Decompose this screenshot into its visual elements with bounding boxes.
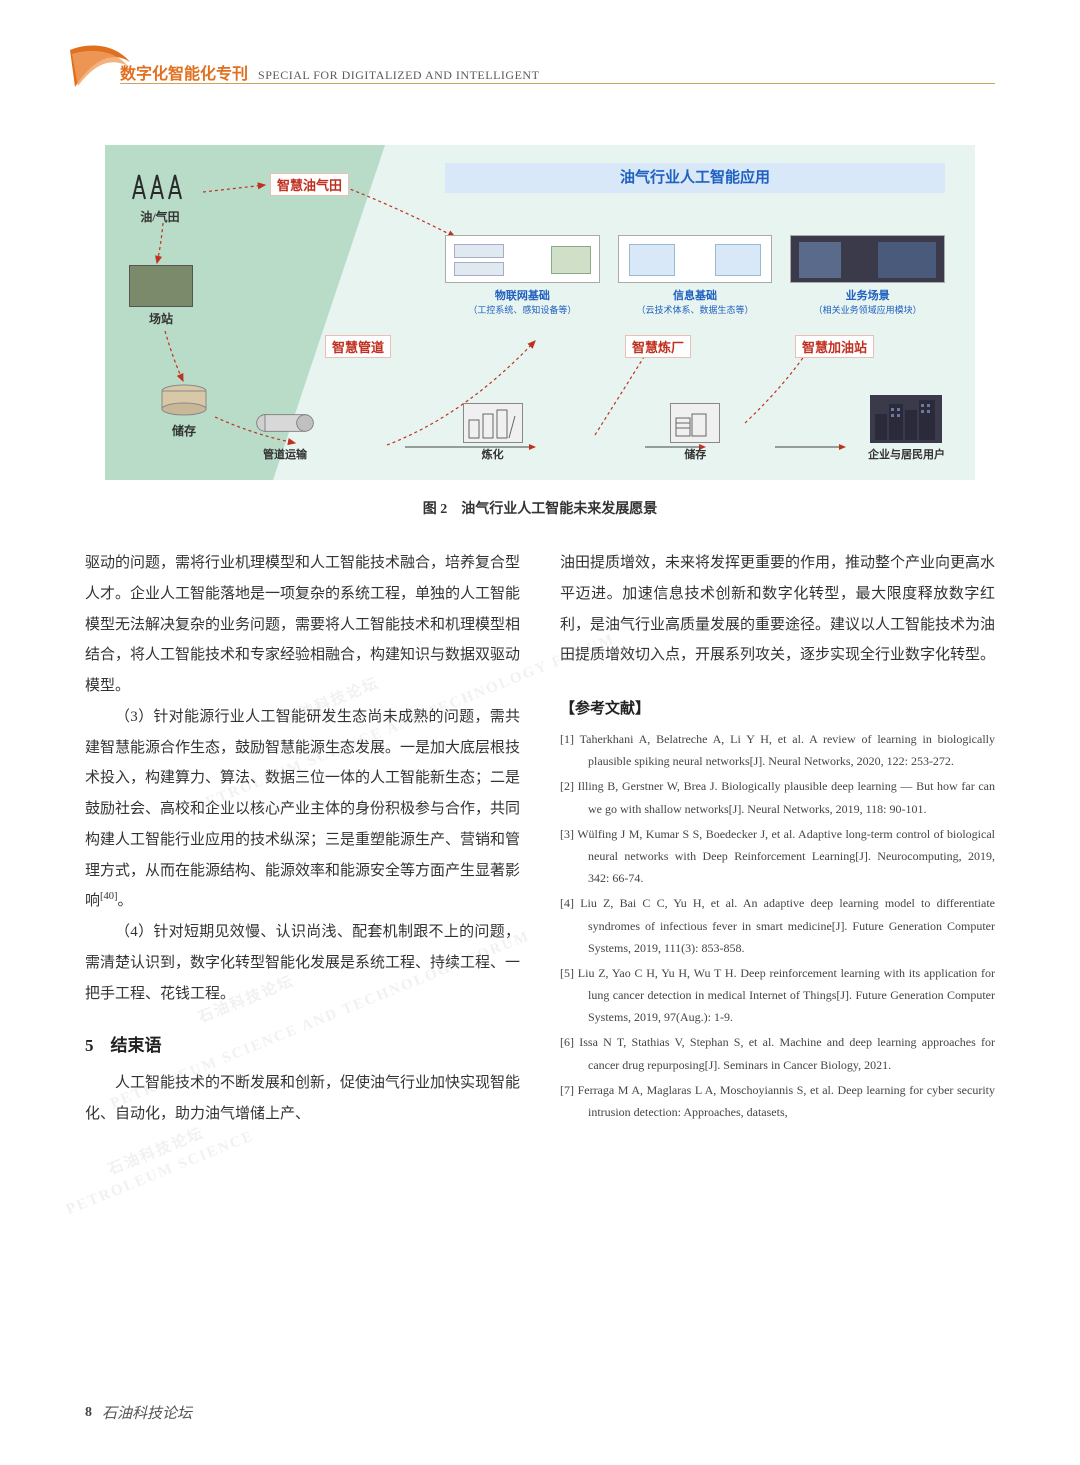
section-5-heading: 5 结束语 xyxy=(85,1031,520,1056)
refine-icon xyxy=(463,403,523,443)
module-sub-scene: （相关业务领域应用模块） xyxy=(790,303,945,316)
figure-module-iot: 物联网基础 （工控系统、感知设备等） xyxy=(445,235,600,316)
users-icon xyxy=(870,395,942,443)
figure-bottom-row: 管道运输 炼化 储存 xyxy=(255,395,945,462)
figure-module-scene: 业务场景 （相关业务领域应用模块） xyxy=(790,235,945,316)
module-sub-iot: （工控系统、感知设备等） xyxy=(445,303,600,316)
reference-item: [2] Illing B, Gerstner W, Brea J. Biolog… xyxy=(560,775,995,819)
fig-icon-oilfield: 油/气田 xyxy=(125,169,195,225)
fig-icon-station: 场站 xyxy=(129,265,193,327)
fig-bottom-storage2: 储存 xyxy=(670,403,720,462)
left-p1: 驱动的问题，需将行业机理模型和人工智能技术融合，培养复合型人才。企业人工智能落地… xyxy=(85,548,520,702)
journal-name: 石油科技论坛 xyxy=(102,1402,192,1423)
reference-item: [4] Liu Z, Bai C C, Yu H, et al. An adap… xyxy=(560,892,995,959)
figure-module-info: 信息基础 （云技术体系、数据生态等） xyxy=(618,235,773,316)
figure-caption: 图 2 油气行业人工智能未来发展愿景 xyxy=(85,498,995,518)
watermark-text: 石油科技论坛 xyxy=(105,1122,207,1180)
pipeline-icon xyxy=(255,403,315,443)
fig-icon-storage: 储存 xyxy=(157,383,211,439)
fig-bottom-storage2-label: 储存 xyxy=(670,446,720,462)
right-p1: 油田提质增效，未来将发挥更重要的作用，推动整个产业向更高水平迈进。加速信息技术创… xyxy=(560,548,995,671)
reference-item: [1] Taherkhani A, Belatreche A, Li Y H, … xyxy=(560,728,995,772)
references-list: [1] Taherkhani A, Belatreche A, Li Y H, … xyxy=(560,728,995,1123)
figure-modules-row: 物联网基础 （工控系统、感知设备等） 信息基础 （云技术体系、数据生态等） xyxy=(445,235,945,316)
fig-label-oilfield: 油/气田 xyxy=(125,208,195,225)
fig-bottom-refine: 炼化 xyxy=(463,403,523,462)
references-heading: 【参考文献】 xyxy=(560,697,995,718)
left-p2-pre: （3）针对能源行业人工智能研发生态尚未成熟的问题，需共建智慧能源合作生态，鼓励智… xyxy=(85,709,520,910)
module-img-iot xyxy=(445,235,600,283)
header-title: 数字化智能化专刊 SPECIAL FOR DIGITALIZED AND INT… xyxy=(120,60,539,84)
reference-item: [7] Ferraga M A, Maglaras L A, Moschoyia… xyxy=(560,1079,995,1123)
fig-bottom-refine-label: 炼化 xyxy=(463,446,523,462)
left-p2-post: 。 xyxy=(118,893,133,909)
fig-red-smart-pipeline: 智慧管道 xyxy=(325,335,391,358)
reference-item: [6] Issa N T, Stathias V, Stephan S, et … xyxy=(560,1031,995,1075)
watermark-text: PETROLEUM SCIENCE xyxy=(64,1128,257,1219)
page-footer: 8 石油科技论坛 xyxy=(85,1402,192,1423)
left-p2-cite: [40] xyxy=(100,891,118,902)
storage2-icon xyxy=(670,403,720,443)
reference-item: [3] Wülfing J M, Kumar S S, Boedecker J,… xyxy=(560,823,995,890)
fig-bottom-users: 企业与居民用户 xyxy=(868,395,945,462)
fig-red-smart-oilfield: 智慧油气田 xyxy=(270,173,349,196)
figure-canvas: 油/气田 场站 储存 xyxy=(105,145,975,480)
module-sub-info: （云技术体系、数据生态等） xyxy=(618,303,773,316)
fig-bottom-pipeline-label: 管道运输 xyxy=(255,446,315,462)
fig-red-smart-refinery: 智慧炼厂 xyxy=(625,335,691,358)
figure-2: 油/气田 场站 储存 xyxy=(85,145,995,518)
fig-label-station: 场站 xyxy=(129,310,193,327)
figure-banner: 油气行业人工智能应用 xyxy=(445,163,945,193)
fig-red-smart-station: 智慧加油站 xyxy=(795,335,874,358)
left-column: 驱动的问题，需将行业机理模型和人工智能技术融合，培养复合型人才。企业人工智能落地… xyxy=(85,548,520,1130)
page-number: 8 xyxy=(85,1405,92,1421)
left-p2: （3）针对能源行业人工智能研发生态尚未成熟的问题，需共建智慧能源合作生态，鼓励智… xyxy=(85,702,520,917)
module-title-scene: 业务场景 xyxy=(790,287,945,303)
header-divider xyxy=(120,83,995,84)
header-title-cn: 数字化智能化专刊 xyxy=(120,60,248,84)
module-img-info xyxy=(618,235,773,283)
header-title-en: SPECIAL FOR DIGITALIZED AND INTELLIGENT xyxy=(258,68,539,83)
module-img-scene xyxy=(790,235,945,283)
right-column: 油田提质增效，未来将发挥更重要的作用，推动整个产业向更高水平迈进。加速信息技术创… xyxy=(560,548,995,1130)
page: 数字化智能化专刊 SPECIAL FOR DIGITALIZED AND INT… xyxy=(0,0,1080,1465)
fig-bottom-pipeline: 管道运输 xyxy=(255,403,315,462)
body-columns: 驱动的问题，需将行业机理模型和人工智能技术融合，培养复合型人才。企业人工智能落地… xyxy=(85,548,995,1130)
left-p3: （4）针对短期见效慢、认识尚浅、配套机制跟不上的问题，需清楚认识到，数字化转型智… xyxy=(85,917,520,1009)
module-title-iot: 物联网基础 xyxy=(445,287,600,303)
fig-label-storage: 储存 xyxy=(157,422,211,439)
module-title-info: 信息基础 xyxy=(618,287,773,303)
fig-bottom-users-label: 企业与居民用户 xyxy=(868,446,945,462)
reference-item: [5] Liu Z, Yao C H, Yu H, Wu T H. Deep r… xyxy=(560,962,995,1029)
left-p4: 人工智能技术的不断发展和创新，促使油气行业加快实现智能化、自动化，助力油气增储上… xyxy=(85,1068,520,1130)
